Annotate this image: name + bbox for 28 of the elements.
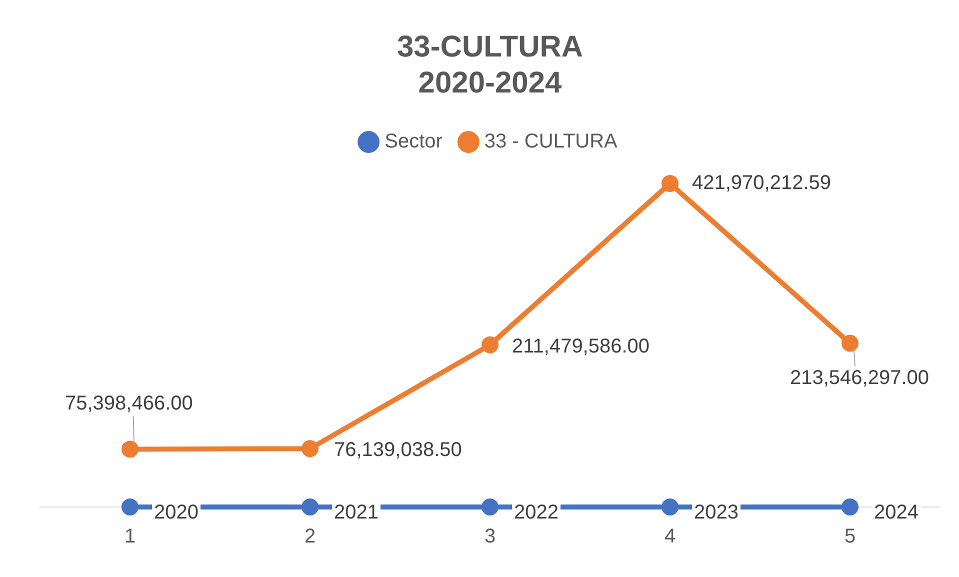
data-label: 76,139,038.50	[334, 439, 462, 462]
point	[302, 498, 318, 516]
legend-label: Sector	[384, 130, 443, 153]
point	[842, 334, 858, 352]
chart-title: 33-CULTURA 2020-2024	[396, 30, 584, 100]
point	[842, 498, 858, 516]
point	[302, 440, 318, 458]
data-label: 2024	[874, 502, 918, 524]
point	[122, 440, 138, 458]
data-label: 2021	[334, 502, 378, 524]
x-tick-label: 3	[484, 526, 496, 548]
data-label: 2020	[154, 502, 198, 524]
x-tick-label: 2	[304, 526, 316, 548]
data-label: 75,398,466.00	[65, 392, 193, 415]
point	[482, 336, 498, 354]
data-label: 421,970,212.59	[692, 172, 832, 194]
data-label: 2022	[514, 502, 558, 524]
x-tick-label: 5	[844, 526, 856, 548]
x-tick-label: 1	[124, 526, 136, 548]
legend-label: 33 - CULTURA	[484, 130, 618, 153]
data-label: 211,479,586.00	[512, 335, 650, 358]
point	[662, 498, 678, 516]
x-tick-label: 4	[664, 526, 676, 548]
point	[482, 498, 498, 516]
data-label: 2023	[694, 502, 738, 524]
data-label: 213,546,297.00	[790, 366, 930, 389]
point	[662, 174, 678, 192]
point	[122, 498, 138, 516]
